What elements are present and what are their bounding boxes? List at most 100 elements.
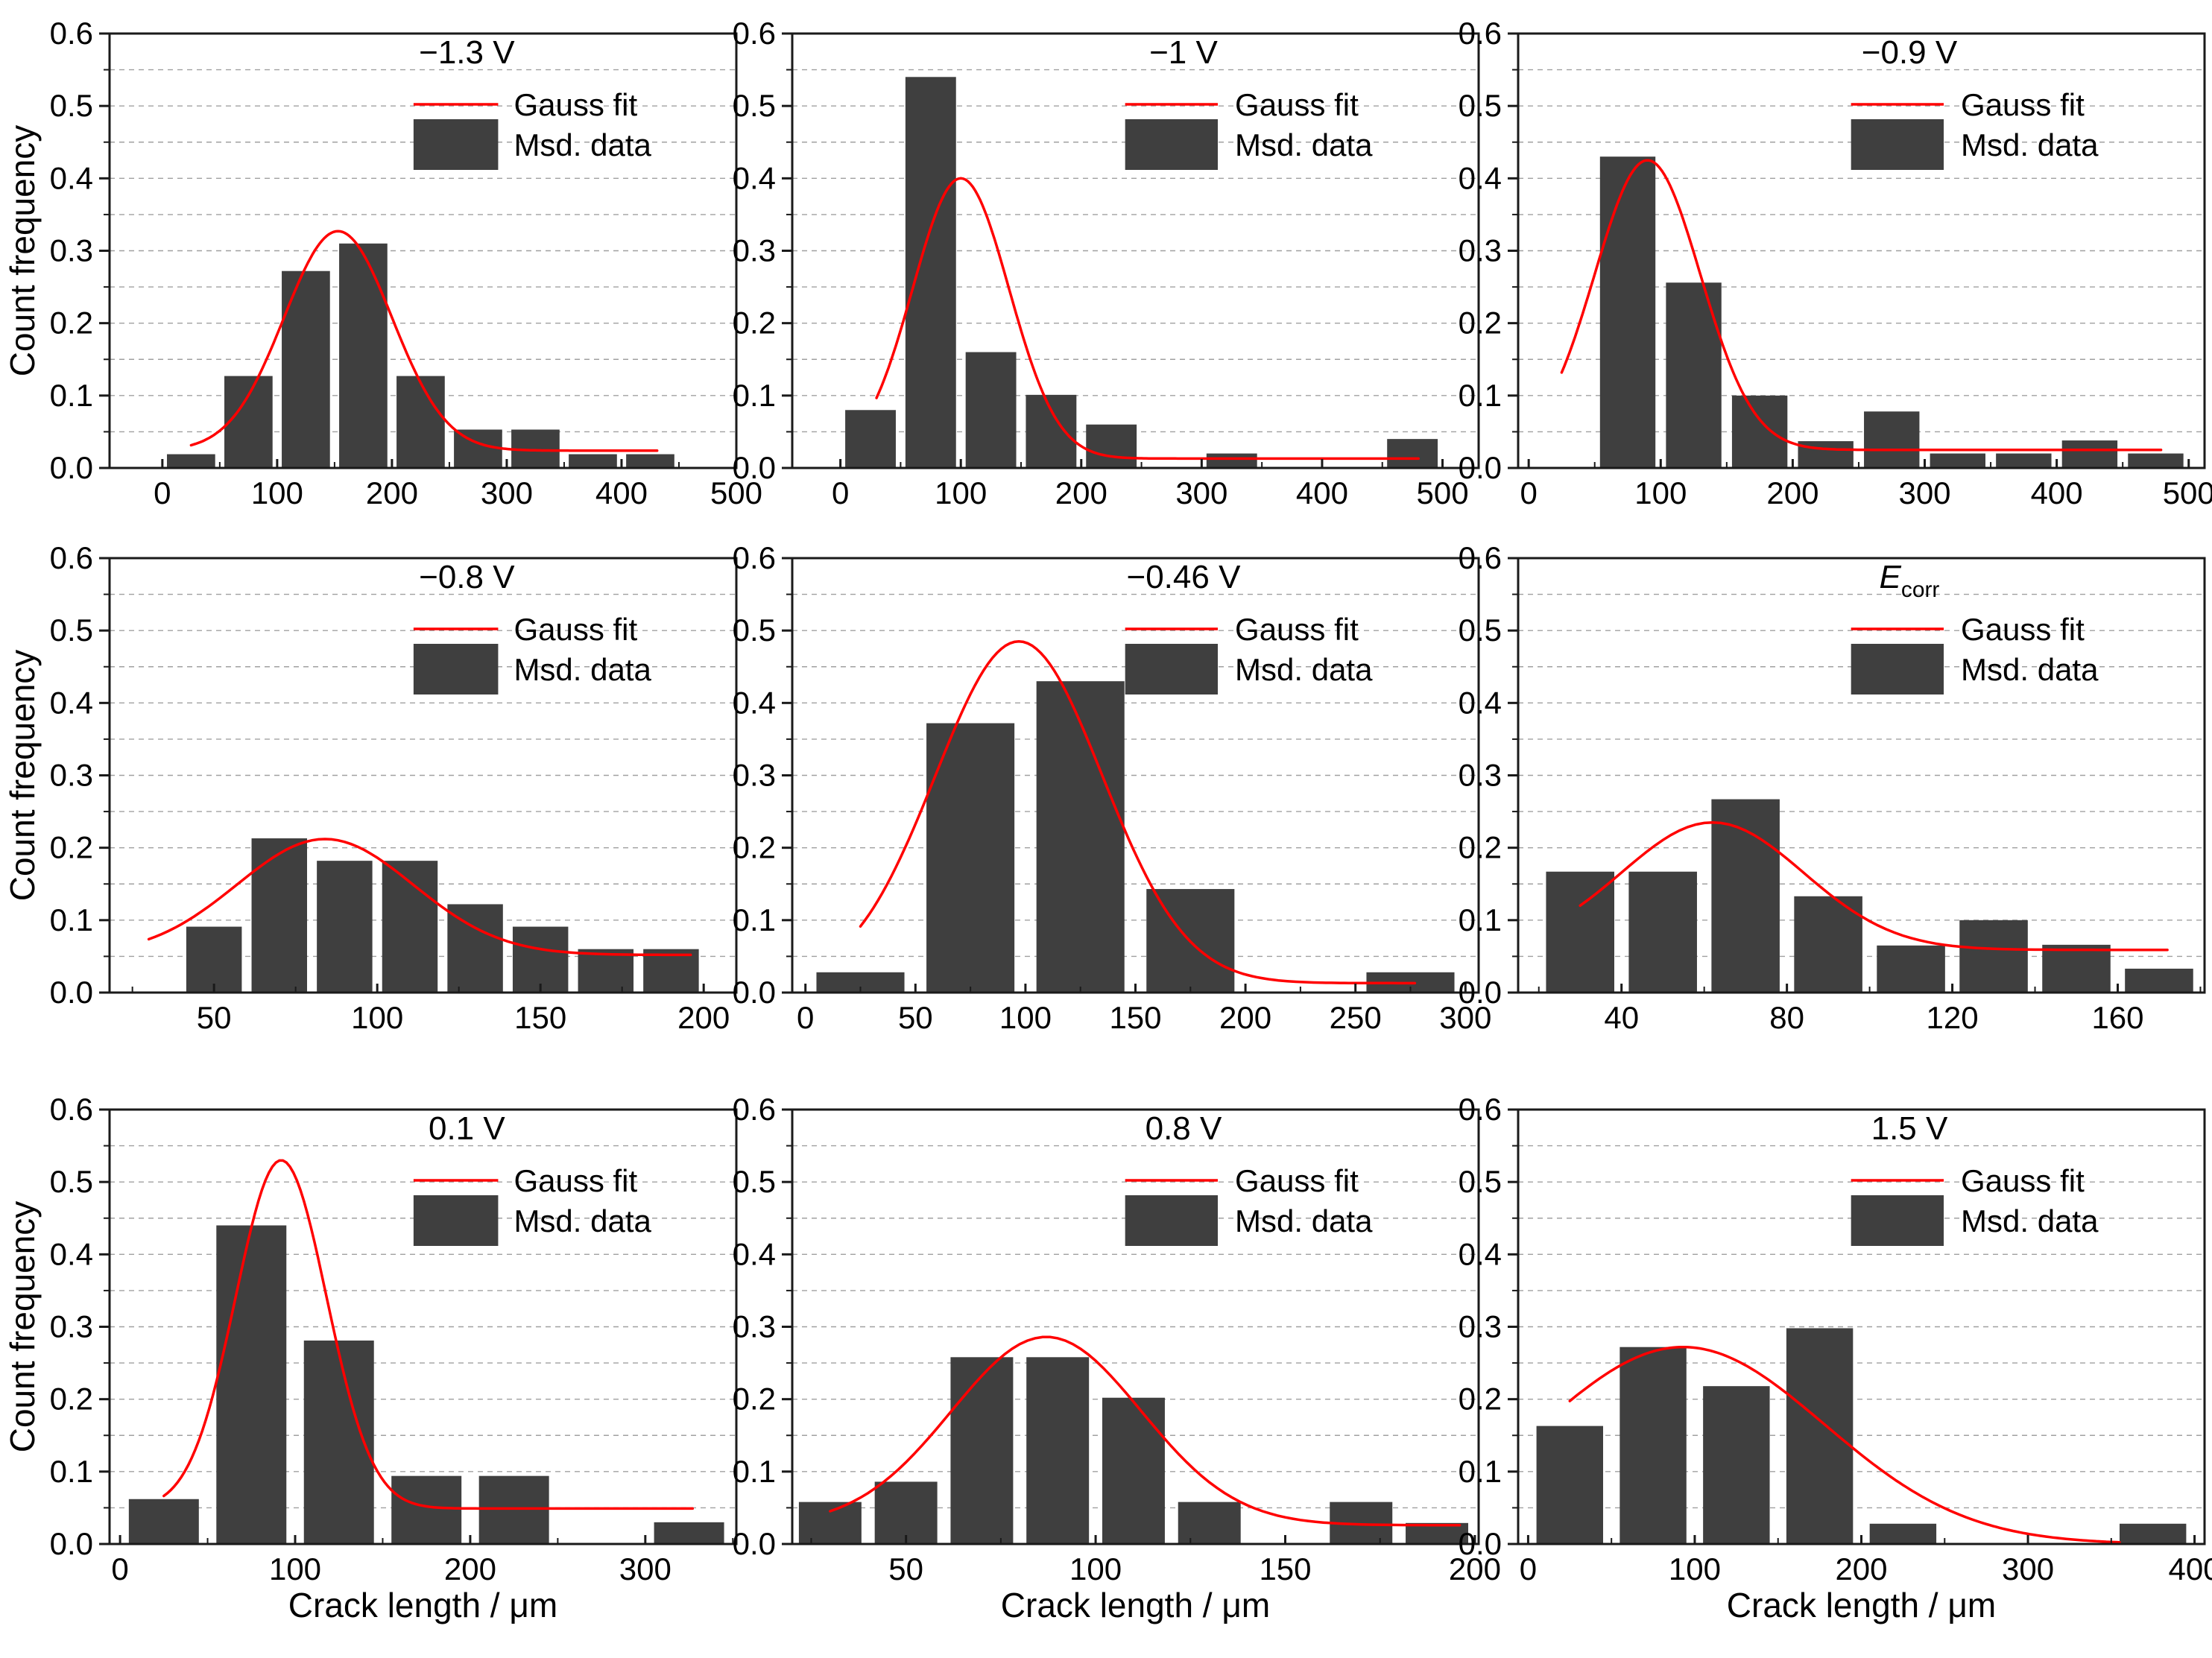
y-tick-label: 0.0 bbox=[733, 1526, 776, 1561]
legend-gauss-fit-label: Gauss fit bbox=[514, 1163, 637, 1198]
x-tick-label: 200 bbox=[444, 1551, 496, 1586]
subplot-0.8V: 0.0 0.1 0.2 0.3 0.4 0.5 0.6 50 100 150 200 0.8 V Gau… bbox=[733, 1092, 1501, 1586]
x-tick-label: 500 bbox=[2163, 475, 2212, 510]
panel-title: −0.8 V bbox=[419, 559, 515, 595]
y-tick-label: 0.6 bbox=[733, 1092, 776, 1127]
legend-gauss-fit-label: Gauss fit bbox=[1961, 1163, 2085, 1198]
histogram-bar bbox=[1711, 799, 1780, 993]
y-tick-label: 0.1 bbox=[1459, 378, 1502, 413]
legend-gauss-fit-label: Gauss fit bbox=[514, 87, 637, 122]
subplot-−0.46V: 0.0 0.1 0.2 0.3 0.4 0.5 0.6 0 50 100 150 200 250 300 −… bbox=[733, 540, 1492, 1035]
y-tick-label: 0.0 bbox=[50, 1526, 93, 1561]
y-axis-title: Count frequency bbox=[3, 1201, 42, 1453]
histogram-bar bbox=[216, 1225, 287, 1544]
legend: Gauss fit Msd. data bbox=[1851, 87, 2099, 170]
y-tick-label: 0.6 bbox=[1459, 540, 1502, 575]
y-tick-label: 0.0 bbox=[1459, 1526, 1502, 1561]
y-tick-label: 0.6 bbox=[1459, 1092, 1502, 1127]
y-tick-label: 0.1 bbox=[733, 902, 776, 937]
y-tick-label: 0.2 bbox=[50, 830, 93, 865]
x-tick-label: 120 bbox=[1927, 1000, 1979, 1035]
histogram-bar bbox=[845, 410, 896, 468]
x-tick-label: 40 bbox=[1604, 1000, 1639, 1035]
gauss-fit-line bbox=[1568, 1345, 2121, 1544]
legend-gauss-fit-label: Gauss fit bbox=[1961, 87, 2085, 122]
histogram-bar bbox=[1864, 411, 1920, 468]
y-tick-label: 0.0 bbox=[733, 975, 776, 1010]
histogram-bar bbox=[1026, 394, 1077, 468]
panel-title: 0.8 V bbox=[1146, 1110, 1222, 1147]
x-tick-label: 200 bbox=[1835, 1551, 1887, 1586]
x-tick-label: 100 bbox=[1634, 475, 1687, 510]
gauss-fit-line bbox=[189, 230, 659, 452]
legend-msd-data-label: Msd. data bbox=[514, 652, 651, 687]
y-tick-label: 0.4 bbox=[1459, 160, 1502, 195]
y-tick-label: 0.1 bbox=[50, 902, 93, 937]
y-tick-label: 0.5 bbox=[733, 88, 776, 123]
histogram-bar bbox=[396, 376, 445, 468]
legend-msd-data-label: Msd. data bbox=[1235, 1203, 1373, 1238]
gauss-fit-line bbox=[162, 1159, 695, 1510]
histogram-bar bbox=[654, 1522, 724, 1544]
y-tick-label: 0.3 bbox=[733, 233, 776, 268]
legend-bar-swatch bbox=[1851, 1195, 1944, 1246]
y-tick-label: 0.5 bbox=[733, 613, 776, 648]
x-tick-label: 200 bbox=[1219, 1000, 1271, 1035]
x-tick-label: 100 bbox=[251, 475, 303, 510]
histogram-bar bbox=[478, 1475, 549, 1544]
legend-gauss-fit-label: Gauss fit bbox=[514, 612, 637, 647]
x-tick-label: 100 bbox=[1069, 1551, 1122, 1586]
histogram-bars bbox=[1536, 1328, 2187, 1544]
histogram-bar bbox=[1619, 1347, 1687, 1544]
histogram-bar bbox=[1930, 453, 1985, 468]
x-tick-label: 0 bbox=[1520, 1551, 1537, 1586]
histogram-bar bbox=[643, 949, 699, 993]
legend-gauss-fit-label: Gauss fit bbox=[1961, 612, 2085, 647]
y-axis-title: Count frequency bbox=[3, 650, 42, 902]
y-tick-label: 0.6 bbox=[733, 540, 776, 575]
subplot-−0.8V: 0.0 0.1 0.2 0.3 0.4 0.5 0.6 50 100 150 200 −0.8 V Ga… bbox=[50, 540, 738, 1035]
legend: Gauss fit Msd. data bbox=[1851, 1163, 2099, 1246]
y-tick-label: 0.4 bbox=[50, 1236, 93, 1271]
histogram-bar bbox=[447, 904, 503, 993]
x-tick-label: 0 bbox=[1520, 475, 1537, 510]
gauss-fit-line bbox=[1579, 820, 2169, 952]
gauss-fit-line bbox=[875, 177, 1420, 461]
histogram-bar bbox=[1036, 681, 1125, 993]
y-tick-label: 0.5 bbox=[50, 1164, 93, 1199]
histogram-bar bbox=[569, 454, 617, 468]
y-tick-label: 0.2 bbox=[1459, 306, 1502, 341]
legend: Gauss fit Msd. data bbox=[413, 1163, 652, 1246]
histogram-bar bbox=[391, 1475, 462, 1544]
histogram-bar bbox=[2042, 944, 2111, 993]
x-tick-label: 150 bbox=[1109, 1000, 1161, 1035]
x-tick-label: 250 bbox=[1330, 1000, 1382, 1035]
x-tick-label: 50 bbox=[898, 1000, 933, 1035]
subplot-−1V: 0.0 0.1 0.2 0.3 0.4 0.5 0.6 0 100 200 300 400 500 −1 … bbox=[733, 16, 1480, 510]
x-tick-label: 100 bbox=[269, 1551, 321, 1586]
legend: Gauss fit Msd. data bbox=[1125, 1163, 1373, 1246]
y-tick-label: 0.1 bbox=[733, 378, 776, 413]
histogram-bar bbox=[1536, 1426, 1604, 1544]
histogram-bars bbox=[845, 77, 1438, 469]
legend: Gauss fit Msd. data bbox=[413, 612, 652, 694]
histogram-bar bbox=[1026, 1357, 1090, 1544]
x-tick-label: 150 bbox=[514, 1000, 566, 1035]
y-tick-label: 0.4 bbox=[1459, 1236, 1502, 1271]
x-tick-label: 400 bbox=[2031, 475, 2083, 510]
histogram-bar bbox=[798, 1502, 862, 1544]
histogram-bar bbox=[128, 1499, 199, 1544]
y-tick-label: 0.1 bbox=[1459, 902, 1502, 937]
y-tick-label: 0.4 bbox=[733, 685, 776, 720]
y-tick-label: 0.6 bbox=[50, 1092, 93, 1127]
histogram-bar bbox=[874, 1481, 938, 1544]
histogram-bar bbox=[1869, 1523, 1937, 1544]
histogram-bar bbox=[578, 949, 634, 993]
legend-msd-data-label: Msd. data bbox=[1235, 652, 1373, 687]
x-tick-label: 100 bbox=[935, 475, 987, 510]
subplot-−0.9V: 0.0 0.1 0.2 0.3 0.4 0.5 0.6 0 100 200 300 400 500 −0.… bbox=[1459, 16, 2212, 510]
histogram-bars bbox=[186, 838, 699, 993]
histogram-bar bbox=[965, 352, 1017, 468]
x-tick-label: 400 bbox=[595, 475, 648, 510]
